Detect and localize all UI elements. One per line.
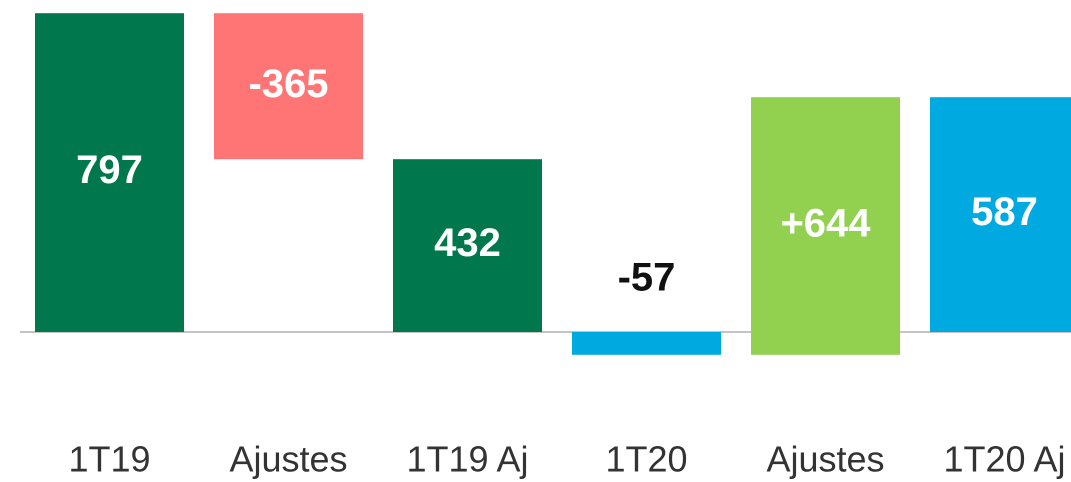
bar <box>930 97 1071 332</box>
value-label: 432 <box>434 221 501 265</box>
value-label: 587 <box>971 190 1038 234</box>
bar <box>214 13 363 160</box>
bar <box>393 159 542 332</box>
x-tick-label: Ajustes <box>229 439 347 480</box>
bar <box>572 332 721 355</box>
value-label: 797 <box>76 148 143 192</box>
x-tick-label: Ajustes <box>766 439 884 480</box>
value-label: +644 <box>780 202 871 246</box>
bar <box>35 13 184 332</box>
x-tick-label: 1T20 <box>605 439 687 480</box>
value-label: -57 <box>618 256 676 300</box>
x-tick-label: 1T19 Aj <box>406 439 528 480</box>
bar <box>751 97 900 355</box>
x-tick-label: 1T19 <box>68 439 150 480</box>
value-label: -365 <box>248 62 328 106</box>
x-tick-label: 1T20 Aj <box>943 439 1065 480</box>
